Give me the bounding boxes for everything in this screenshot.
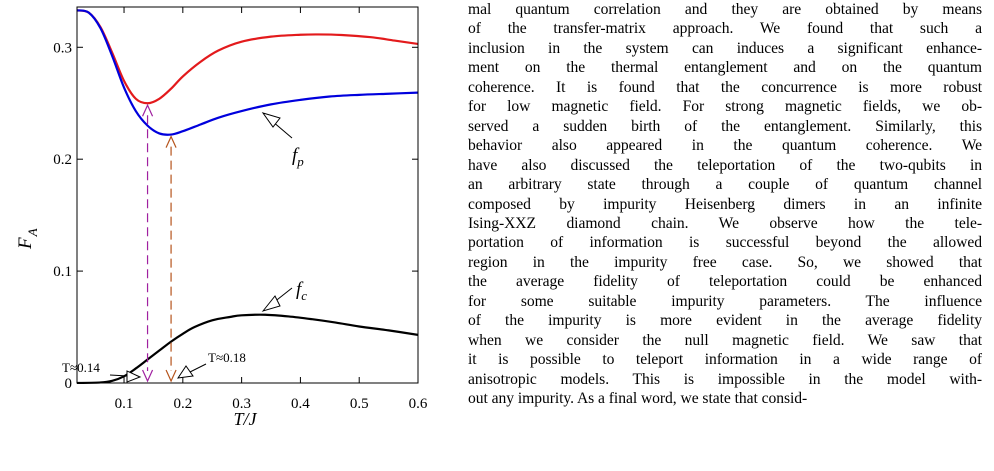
text-line: an arbitrary state through a couple of q… xyxy=(468,176,982,194)
fp-label-pointer xyxy=(261,112,293,139)
x-tick-label-5: 0.6 xyxy=(409,396,428,412)
text-line: Ising-XXZ diamond chain. We observe how … xyxy=(468,214,982,232)
text-line: behavior also appeared in the quantum co… xyxy=(468,137,982,155)
text-line: for some suitable impurity parameters. T… xyxy=(468,292,982,310)
x-tick-label-3: 0.4 xyxy=(291,396,310,412)
text-line: when we consider the null magnetic field… xyxy=(468,331,982,349)
x-tick-label-2: 0.3 xyxy=(232,396,251,412)
text-line: inclusion in the system can induces a si… xyxy=(468,39,982,57)
x-tick-label-4: 0.5 xyxy=(350,396,369,412)
text-line: for low magnetic field. For strong magne… xyxy=(468,98,982,116)
marker-arrowhead-down-t018 xyxy=(165,369,177,383)
annotation-t018: T≈0.18 xyxy=(208,350,246,365)
text-line: it is possible to teleport information i… xyxy=(468,351,982,369)
y-tick-label-3: 0.3 xyxy=(53,40,72,56)
text-line: ment on the thermal entanglement and on … xyxy=(468,59,982,77)
text-line: portation of information is successful b… xyxy=(468,234,982,252)
x-tick-label-0: 0.1 xyxy=(115,396,134,412)
annotation-t014-pointer xyxy=(109,370,142,383)
marker-arrowhead-up-t018 xyxy=(165,135,177,148)
x-tick-label-1: 0.2 xyxy=(173,396,192,412)
fc-curve-label: fc xyxy=(296,279,307,303)
upper-curve xyxy=(77,9,418,105)
text-line: region in the impurity free case. So, we… xyxy=(468,253,982,271)
fp-curve-label: fp xyxy=(292,145,304,169)
y-tick-label-1: 0.1 xyxy=(53,264,72,280)
fidelity-chart: 0.1 0.2 0.3 0.4 0.5 0.6 0 0.1 0.2 0.3 FA T/J fp f… xyxy=(15,6,428,429)
text-line: have also discussed the teleportation of… xyxy=(468,156,982,174)
text-line: served a sudden birth of the entanglemen… xyxy=(468,117,982,135)
text-line: of the transfer-matrix approach. We foun… xyxy=(468,20,982,38)
text-line: anisotropic models. This is impossible i… xyxy=(468,370,982,388)
marker-arrowhead-down-t014 xyxy=(142,369,154,383)
text-line: out any impurity. As a final word, we st… xyxy=(468,390,808,408)
x-axis-label: T/J xyxy=(233,409,257,429)
text-line: the average fidelity of teleportation co… xyxy=(468,273,982,291)
fc-label-pointer xyxy=(261,287,293,312)
text-line: composed by impurity Heisenberg dimers i… xyxy=(468,195,982,213)
text-line: coherence. It is found that the concurre… xyxy=(468,78,982,96)
y-tick-label-0: 0 xyxy=(65,376,73,392)
plot-frame xyxy=(76,6,419,384)
y-tick-label-2: 0.2 xyxy=(53,152,72,168)
marker-arrowhead-up-t014 xyxy=(142,103,154,117)
text-line: of the impurity is more evident in the a… xyxy=(468,312,982,330)
annotation-t018-pointer xyxy=(176,363,207,379)
annotation-t014: T≈0.14 xyxy=(62,360,100,375)
y-axis-label: FA xyxy=(15,228,40,250)
text-line: mal quantum correlation and they are obt… xyxy=(468,1,982,18)
fp-curve xyxy=(77,9,418,136)
body-text-column: mal quantum correlation and they are obt… xyxy=(468,0,982,471)
fidelity-figure: 0.1 0.2 0.3 0.4 0.5 0.6 0 0.1 0.2 0.3 FA T/J fp f… xyxy=(0,0,470,471)
